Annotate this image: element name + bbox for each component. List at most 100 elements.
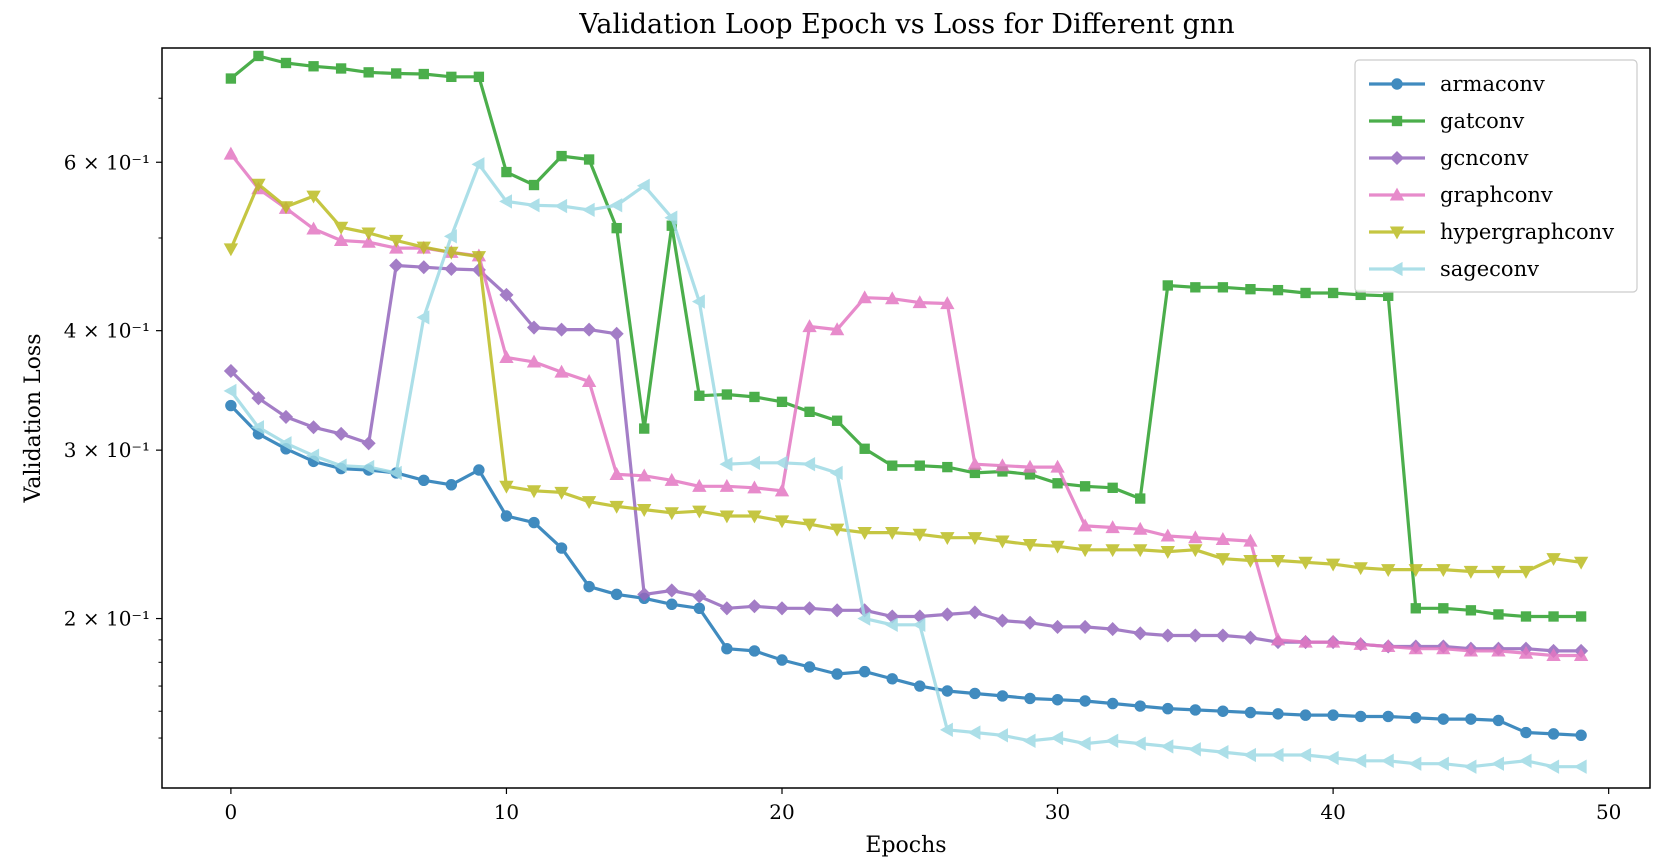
data-point [446, 71, 457, 83]
data-point [1298, 634, 1313, 648]
data-point [1272, 284, 1284, 296]
data-point [1325, 634, 1341, 648]
x-tick-label: 30 [1045, 800, 1070, 824]
data-point [391, 68, 402, 79]
data-point [1381, 564, 1396, 577]
data-point [995, 535, 1010, 549]
data-point [829, 322, 845, 336]
series-sageconv [223, 157, 1587, 774]
data-point [776, 654, 788, 666]
x-tick-label: 10 [494, 800, 519, 824]
data-point [1573, 648, 1589, 662]
data-point [1245, 284, 1256, 295]
data-point [1024, 692, 1036, 705]
data-point [664, 472, 679, 486]
legend-marker [1391, 78, 1403, 90]
data-point [719, 510, 735, 524]
data-point [581, 374, 597, 387]
data-point [389, 258, 404, 273]
data-point [1160, 546, 1175, 559]
x-tick-label: 0 [225, 800, 238, 824]
data-point [1105, 544, 1120, 558]
data-point [1189, 704, 1202, 716]
data-point [610, 588, 623, 601]
data-point [858, 665, 871, 678]
data-point [664, 210, 678, 225]
data-point [1575, 611, 1587, 622]
data-point [1300, 287, 1311, 299]
data-point [884, 617, 898, 633]
data-point [694, 390, 705, 401]
data-point [416, 310, 430, 325]
y-tick-label: 4 × 10⁻¹ [64, 319, 150, 343]
data-point [1465, 713, 1477, 725]
data-point [1187, 742, 1201, 757]
legend-marker [1389, 187, 1405, 201]
data-point [471, 251, 487, 265]
data-point [1575, 729, 1587, 742]
data-point [637, 504, 652, 517]
data-point [1438, 603, 1449, 614]
series-line-hypergraphconv [229, 182, 1582, 574]
data-point [554, 364, 569, 378]
data-point [1410, 603, 1421, 614]
data-point [334, 426, 349, 441]
data-point [721, 389, 733, 400]
data-point [251, 178, 266, 192]
data-point [1106, 697, 1119, 710]
legend-item-gcnconv [1369, 150, 1425, 166]
data-point [445, 479, 458, 491]
data-point [361, 436, 376, 451]
data-point [251, 420, 265, 435]
data-point [554, 198, 568, 214]
data-point [526, 485, 542, 499]
data-point [1573, 556, 1589, 570]
series-gatconv [225, 50, 1587, 622]
data-point [1437, 713, 1450, 725]
data-point [1573, 759, 1587, 774]
data-point [1270, 747, 1284, 763]
data-point [995, 728, 1009, 743]
data-point [886, 673, 898, 685]
data-point [1380, 753, 1394, 768]
series-armaconv [225, 399, 1587, 742]
x-tick-label: 50 [1596, 800, 1621, 824]
data-point [609, 500, 624, 514]
x-tick-label: 40 [1320, 800, 1345, 824]
data-point [942, 461, 953, 473]
data-point [308, 61, 319, 72]
data-point [1299, 709, 1312, 721]
data-point [912, 528, 927, 542]
data-point [528, 516, 540, 529]
data-point [1077, 736, 1091, 751]
data-point [1298, 747, 1312, 763]
data-point [1215, 553, 1231, 567]
data-point [831, 415, 843, 426]
data-point [829, 523, 845, 537]
data-point [802, 518, 817, 532]
data-point [1188, 544, 1203, 558]
data-point [1050, 459, 1065, 473]
data-point [416, 241, 431, 255]
data-point [473, 464, 485, 476]
data-point [361, 459, 375, 475]
data-point [802, 319, 817, 333]
data-point [306, 420, 321, 435]
data-point [253, 50, 264, 62]
data-point [363, 67, 374, 78]
data-point [1436, 641, 1451, 655]
data-point [1270, 632, 1286, 646]
data-point [361, 234, 376, 248]
data-point [333, 233, 349, 247]
data-point [637, 587, 652, 602]
data-point [692, 478, 707, 492]
data-point [1518, 753, 1532, 768]
data-point [611, 222, 622, 234]
data-point [1079, 481, 1091, 492]
data-point [1160, 739, 1174, 754]
legend-label: graphconv [1440, 183, 1553, 207]
data-point [1022, 459, 1038, 473]
legend-item-graphconv [1369, 187, 1425, 201]
data-point [940, 296, 955, 310]
data-point [526, 354, 542, 368]
